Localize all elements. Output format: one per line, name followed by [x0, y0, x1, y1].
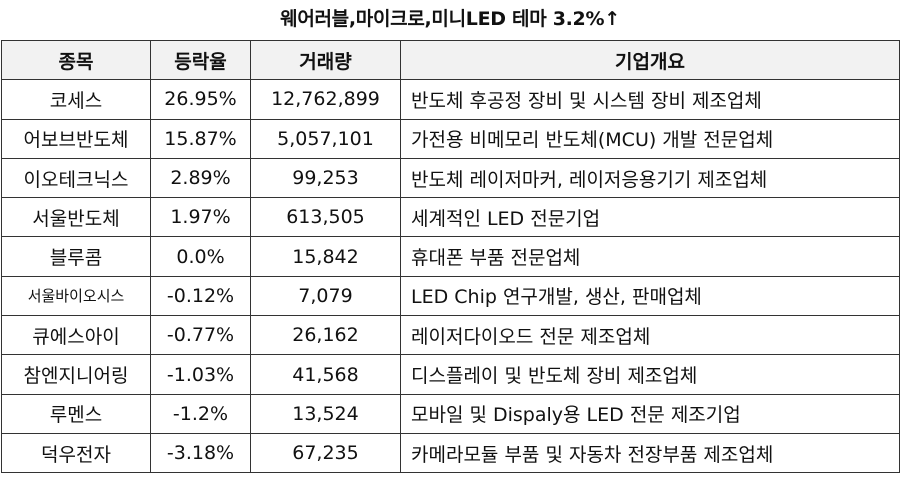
stock-desc: LED Chip 연구개발, 생산, 판매업체	[400, 275, 900, 317]
stock-change: -0.12%	[150, 275, 251, 317]
stock-desc: 카메라모듈 부품 및 자동차 전장부품 제조업체	[400, 432, 900, 474]
stock-change: 26.95%	[150, 79, 251, 120]
stock-volume: 613,505	[250, 197, 401, 238]
stock-change: 2.89%	[150, 157, 251, 199]
stock-volume: 41,568	[250, 354, 401, 395]
stock-desc: 디스플레이 및 반도체 장비 제조업체	[400, 354, 900, 395]
table-row: 코세스 26.95% 12,762,899 반도체 후공정 장비 및 시스템 장…	[1, 79, 900, 120]
stock-desc: 세계적인 LED 전문기업	[400, 197, 900, 238]
stock-volume: 15,842	[250, 236, 401, 277]
header-desc: 기업개요	[400, 39, 900, 81]
header-name: 종목	[1, 39, 151, 81]
stock-name: 루멘스	[1, 393, 151, 434]
stock-desc: 반도체 후공정 장비 및 시스템 장비 제조업체	[400, 79, 900, 120]
stock-name: 큐에스아이	[1, 315, 151, 356]
stock-desc: 모바일 및 Dispaly용 LED 전문 제조기업	[400, 393, 900, 434]
table-row: 참엔지니어링 -1.03% 41,568 디스플레이 및 반도체 장비 제조업체	[1, 354, 900, 395]
table-row: 서울바이오시스 -0.12% 7,079 LED Chip 연구개발, 생산, …	[1, 275, 900, 317]
stock-desc: 반도체 레이저마커, 레이저응용기기 제조업체	[400, 157, 900, 199]
stock-name: 덕우전자	[1, 432, 151, 474]
stock-name: 서울반도체	[1, 197, 151, 238]
stock-name: 코세스	[1, 79, 151, 120]
table-row: 루멘스 -1.2% 13,524 모바일 및 Dispaly용 LED 전문 제…	[1, 393, 900, 434]
stock-desc: 레이저다이오드 전문 제조업체	[400, 315, 900, 356]
table-row: 어보브반도체 15.87% 5,057,101 가전용 비메모리 반도체(MCU…	[1, 118, 900, 159]
table-row: 서울반도체 1.97% 613,505 세계적인 LED 전문기업	[1, 197, 900, 238]
stock-volume: 12,762,899	[250, 79, 401, 120]
stock-volume: 5,057,101	[250, 118, 401, 159]
header-change: 등락율	[150, 39, 251, 81]
stock-volume: 26,162	[250, 315, 401, 356]
stock-volume: 99,253	[250, 157, 401, 199]
stock-change: -1.2%	[150, 393, 251, 434]
page-title: 웨어러블,마이크로,미니LED 테마 3.2%↑	[280, 8, 620, 30]
table-row: 덕우전자 -3.18% 67,235 카메라모듈 부품 및 자동차 전장부품 제…	[1, 432, 900, 474]
stock-change: -0.77%	[150, 315, 251, 356]
stock-desc: 가전용 비메모리 반도체(MCU) 개발 전문업체	[400, 118, 900, 159]
stock-table: 종목 등락율 거래량 기업개요 코세스 26.95% 12,762,899 반도…	[1, 39, 900, 474]
stock-change: -3.18%	[150, 432, 251, 474]
table-row: 큐에스아이 -0.77% 26,162 레이저다이오드 전문 제조업체	[1, 315, 900, 356]
stock-desc: 휴대폰 부품 전문업체	[400, 236, 900, 277]
stock-name: 이오테크닉스	[1, 157, 151, 199]
stock-volume: 13,524	[250, 393, 401, 434]
stock-change: 15.87%	[150, 118, 251, 159]
stock-name: 블루콤	[1, 236, 151, 277]
stock-name: 어보브반도체	[1, 118, 151, 159]
stock-name: 서울바이오시스	[1, 275, 151, 317]
stock-change: -1.03%	[150, 354, 251, 395]
table-header-row: 종목 등락율 거래량 기업개요	[1, 39, 900, 81]
stock-change: 1.97%	[150, 197, 251, 238]
table-row: 이오테크닉스 2.89% 99,253 반도체 레이저마커, 레이저응용기기 제…	[1, 157, 900, 199]
stock-volume: 67,235	[250, 432, 401, 474]
stock-name: 참엔지니어링	[1, 354, 151, 395]
header-volume: 거래량	[250, 39, 401, 81]
stock-change: 0.0%	[150, 236, 251, 277]
table-row: 블루콤 0.0% 15,842 휴대폰 부품 전문업체	[1, 236, 900, 277]
stock-volume: 7,079	[250, 275, 401, 317]
